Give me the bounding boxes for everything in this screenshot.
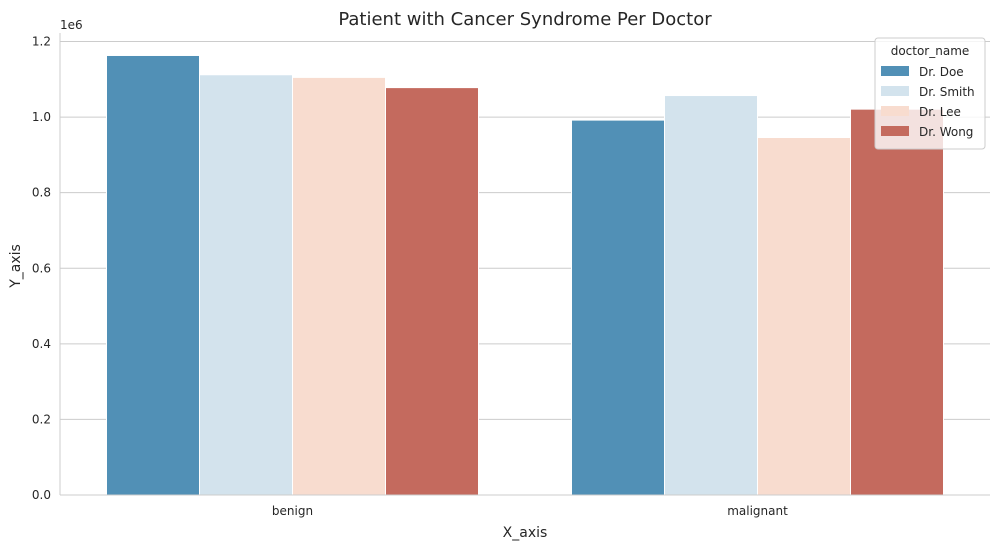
- legend-label: Dr. Wong: [919, 125, 973, 139]
- bars: [106, 54, 944, 496]
- y-tick-label: 0.8: [32, 186, 51, 200]
- y-axis-title: Y_axis: [8, 244, 24, 289]
- bar-malignant-dr-doe: [571, 119, 665, 496]
- x-axis-ticks: benign malignant: [272, 504, 788, 518]
- legend-swatch: [881, 126, 909, 136]
- x-tick-label: benign: [272, 504, 313, 518]
- bar-benign-dr-smith: [199, 74, 293, 496]
- y-tick-label: 1.0: [32, 110, 51, 124]
- legend-entries: Dr. Doe Dr. Smith Dr. Lee Dr. Wong: [881, 65, 975, 139]
- y-axis-ticks: 0.0 0.2 0.4 0.6 0.8 1.0 1.2: [32, 35, 51, 502]
- y-tick-label: 0.6: [32, 261, 51, 275]
- legend-title: doctor_name: [891, 44, 970, 58]
- x-tick-label: malignant: [727, 504, 788, 518]
- y-tick-label: 1.2: [32, 35, 51, 49]
- axes: [59, 33, 990, 496]
- legend-swatch: [881, 86, 909, 96]
- y-tick-label: 0.0: [32, 488, 51, 502]
- bar-malignant-dr-lee: [757, 136, 851, 496]
- legend-swatch: [881, 66, 909, 76]
- bar-benign-dr-wong: [385, 87, 479, 496]
- chart-title: Patient with Cancer Syndrome Per Doctor: [338, 9, 712, 30]
- legend-frame: [874, 37, 986, 150]
- x-axis-title: X_axis: [503, 525, 548, 541]
- legend-label: Dr. Lee: [919, 105, 961, 119]
- bar-malignant-dr-smith: [664, 95, 758, 496]
- legend-label: Dr. Doe: [919, 65, 964, 79]
- bar-benign-dr-doe: [106, 54, 200, 496]
- bar-malignant-dr-wong: [850, 108, 944, 496]
- y-tick-label: 0.4: [32, 337, 51, 351]
- y-tick-label: 0.2: [32, 412, 51, 426]
- legend: doctor_name Dr. Doe Dr. Smith Dr. Lee Dr. W…: [874, 37, 986, 150]
- legend-swatch: [881, 106, 909, 116]
- legend-label: Dr. Smith: [919, 85, 975, 99]
- bar-benign-dr-lee: [292, 76, 386, 496]
- y-axis-scale-label: 1e6: [60, 18, 83, 32]
